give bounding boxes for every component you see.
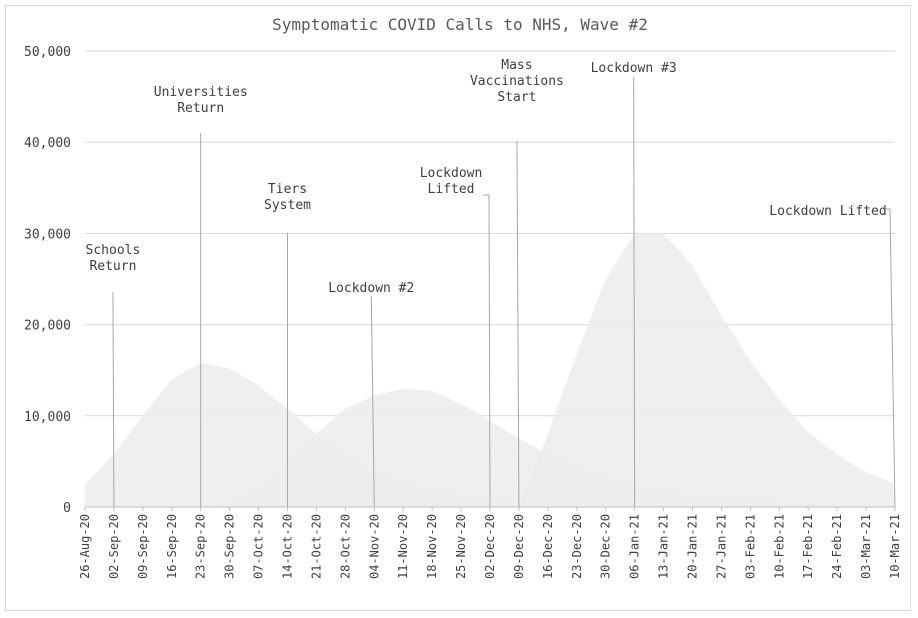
event-marker-line: [370, 295, 375, 508]
x-tick-label: 11-Nov-20: [396, 514, 410, 579]
event-label: Lockdown #3: [591, 61, 677, 76]
event-label: Start: [497, 90, 536, 105]
x-tick-label: 20-Jan-21: [686, 514, 700, 579]
event-label: Lockdown: [420, 166, 483, 181]
x-tick-label: 13-Jan-21: [657, 514, 671, 579]
event-label: Schools: [86, 243, 141, 258]
event-label: Vaccinations: [470, 74, 564, 89]
y-tick-label: 50,000: [24, 45, 71, 60]
x-tick-label: 09-Sep-20: [136, 514, 150, 579]
event-label: Return: [89, 259, 136, 274]
event-marker-line: [516, 140, 520, 508]
y-tick-label: 40,000: [24, 136, 71, 151]
event-label: Lockdown #2: [328, 281, 414, 296]
x-tick-label: 18-Nov-20: [425, 514, 439, 579]
chart-title: Symptomatic COVID Calls to NHS, Wave #2: [272, 15, 648, 34]
x-tick-label: 10-Feb-21: [772, 514, 786, 579]
event-label: System: [264, 198, 311, 213]
y-tick-label: 20,000: [24, 319, 71, 334]
x-tick-label: 17-Feb-21: [801, 514, 815, 579]
x-tick-label: 14-Oct-20: [281, 514, 295, 579]
x-tick-label: 16-Sep-20: [165, 514, 179, 579]
x-tick-label: 09-Dec-20: [512, 514, 526, 579]
event-label: Lifted: [428, 182, 475, 197]
x-tick-label: 02-Sep-20: [107, 514, 121, 579]
x-tick-label: 25-Nov-20: [454, 514, 468, 579]
event-label: Return: [177, 101, 224, 116]
x-tick-label: 23-Dec-20: [570, 514, 584, 579]
x-tick-label: 07-Oct-20: [252, 514, 266, 579]
event-marker-line: [483, 194, 491, 508]
y-tick-label: 30,000: [24, 227, 71, 242]
area-series-3: [85, 233, 895, 507]
x-tick-label: 06-Jan-21: [628, 514, 642, 579]
y-tick-label: 0: [63, 501, 71, 516]
x-tick-label: 03-Feb-21: [743, 514, 757, 579]
x-tick-label: 02-Dec-20: [483, 514, 497, 579]
x-tick-label: 04-Nov-20: [367, 514, 381, 579]
event-label: Tiers: [268, 182, 307, 197]
x-tick-label: 27-Jan-21: [714, 514, 728, 579]
y-tick-label: 10,000: [24, 410, 71, 425]
x-tick-label: 28-Oct-20: [338, 514, 352, 579]
event-marker-line: [884, 208, 896, 508]
x-tick-label: 26-Aug-20: [78, 514, 92, 579]
x-tick-label: 10-Mar-21: [888, 514, 902, 579]
x-tick-label: 24-Feb-21: [830, 514, 844, 579]
x-tick-label: 16-Dec-20: [541, 514, 555, 579]
event-label: Mass: [501, 58, 532, 73]
event-marker-line: [633, 76, 636, 508]
event-marker-line: [112, 291, 115, 508]
chart-frame: [5, 5, 911, 611]
x-tick-label: 30-Sep-20: [223, 514, 237, 579]
x-tick-label: 21-Oct-20: [309, 514, 323, 579]
x-tick-label: 30-Dec-20: [599, 514, 613, 579]
event-label: Universities: [154, 85, 248, 100]
x-tick-label: 03-Mar-21: [859, 514, 873, 579]
event-label: Lockdown Lifted: [769, 204, 886, 219]
x-tick-label: 23-Sep-20: [194, 514, 208, 579]
